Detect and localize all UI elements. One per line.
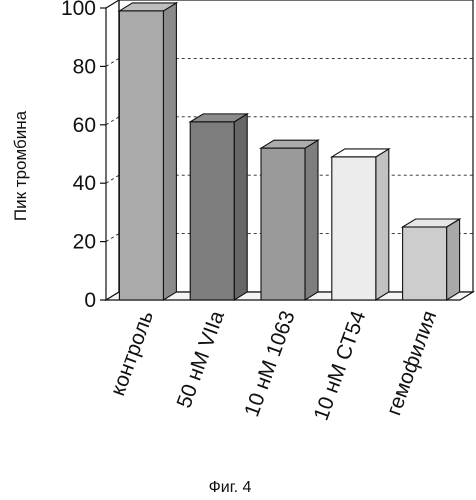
bar-side [163,3,176,300]
bar-side [234,114,247,300]
bar-side [376,149,389,300]
bar-1 [119,3,176,300]
bar-front [403,227,447,300]
bar-2 [190,114,247,300]
bars [119,3,459,300]
y-tick-label-0: 0 [84,289,96,312]
bar-front [261,148,305,300]
bar-side [447,219,460,300]
left-wall [106,0,119,300]
y-tick-label-40: 40 [73,172,96,195]
x-tick-label-3: 10 нМ 1063 [240,308,300,420]
bar-3 [261,140,318,300]
y-tick-label-80: 80 [73,55,96,78]
y-tick-label-20: 20 [73,231,96,254]
bar-front [190,122,234,300]
bar-side [305,140,318,300]
bar-front [119,11,163,300]
bar-5 [403,219,460,300]
y-tick-labels: 0 20 40 60 80 100 [61,0,106,312]
y-axis-label: Пик тромбина [11,110,30,221]
figure-caption: Фиг. 4 [209,479,252,496]
x-tick-labels: контроль 50 нМ VIIa10 нМ 106310 нМ СТ54ге… [106,308,441,424]
x-tick-label-4: 10 нМ СТ54 [310,308,371,424]
y-tick-label-60: 60 [73,114,96,137]
bar-4 [332,149,389,300]
x-tick-label-5: гемофилия [382,308,441,419]
x-tick-label-2: 50 нМ VIIa [173,308,229,412]
x-tick-label-1: контроль [106,308,158,399]
y-tick-label-100: 100 [61,0,96,20]
bar-front [332,157,376,300]
